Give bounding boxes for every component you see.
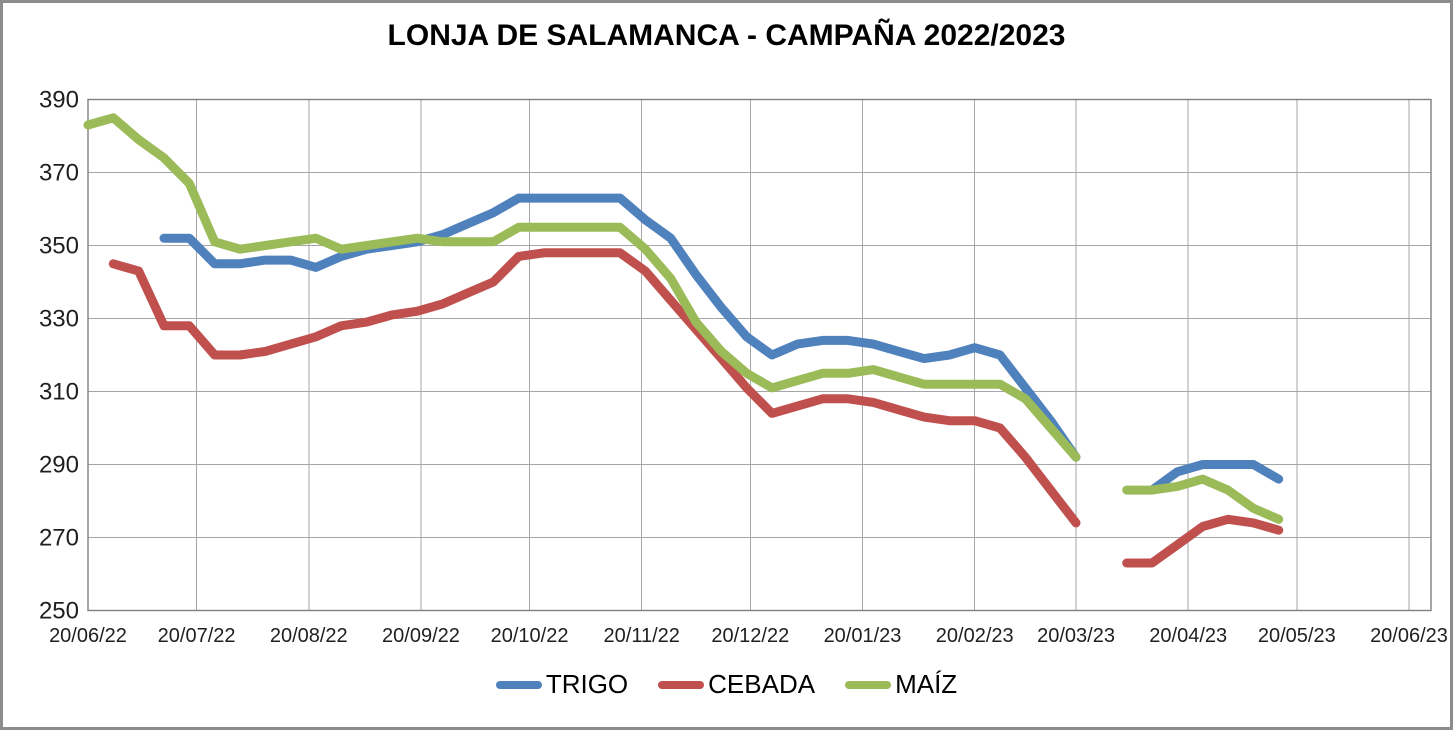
series-line-trigo <box>159 193 1081 462</box>
maiz-line-marker <box>845 680 892 689</box>
chart-title: LONJA DE SALAMANCA - CAMPAÑA 2022/2023 <box>387 19 1066 52</box>
y-tick-label: 270 <box>39 525 79 552</box>
x-tick-label: 20/11/22 <box>604 625 680 647</box>
y-tick-label: 290 <box>39 452 79 479</box>
y-tick-label: 350 <box>39 233 79 260</box>
x-tick-label: 20/08/22 <box>270 625 348 647</box>
legend-label-trigo: TRIGO <box>545 669 629 699</box>
gridlines <box>87 99 1431 611</box>
x-axis-tick-labels: 20/06/22 20/07/22 20/08/22 20/09/22 20/10/22… <box>49 625 1448 647</box>
x-tick-label: 20/06/22 <box>49 625 127 647</box>
y-tick-label: 390 <box>39 87 79 114</box>
legend-item-cebada: CEBADA <box>658 669 815 700</box>
x-tick-label: 20/10/22 <box>491 625 569 647</box>
x-tick-label: 20/06/23 <box>1370 625 1448 647</box>
trigo-line-marker <box>495 680 542 689</box>
x-tick-label: 20/05/23 <box>1258 625 1336 647</box>
x-tick-label: 20/02/23 <box>936 625 1014 647</box>
series-line-trigo <box>1147 460 1284 495</box>
legend-label-cebada: CEBADA <box>708 669 816 699</box>
series-line-maíz <box>1122 474 1284 524</box>
legend-item-trigo: TRIGO <box>495 669 629 700</box>
y-tick-label: 370 <box>39 160 79 187</box>
x-tick-label: 20/12/22 <box>711 625 789 647</box>
series-line-maíz <box>83 113 1081 462</box>
series-line-cebada <box>1122 514 1284 568</box>
x-tick-label: 20/09/22 <box>382 625 460 647</box>
y-tick-label: 250 <box>39 598 79 625</box>
series-trigo <box>159 193 1284 495</box>
cebada-line-marker <box>658 680 705 689</box>
x-tick-label: 20/03/23 <box>1037 625 1115 647</box>
x-tick-label: 20/01/23 <box>824 625 902 647</box>
legend: TRIGO CEBADA MAÍZ <box>3 669 1450 700</box>
y-tick-label: 330 <box>39 306 79 333</box>
series-maíz <box>83 113 1284 524</box>
series-line-cebada <box>108 248 1081 528</box>
series-cebada <box>108 248 1284 568</box>
plot-border <box>87 98 1432 612</box>
x-tick-label: 20/07/22 <box>158 625 236 647</box>
legend-item-maiz: MAÍZ <box>845 669 957 700</box>
y-axis-tick-labels: 390 370 350 330 310 290 270 250 <box>39 87 79 625</box>
legend-label-maiz: MAÍZ <box>895 669 958 699</box>
x-tick-label: 20/04/23 <box>1149 625 1227 647</box>
y-tick-label: 310 <box>39 379 79 406</box>
